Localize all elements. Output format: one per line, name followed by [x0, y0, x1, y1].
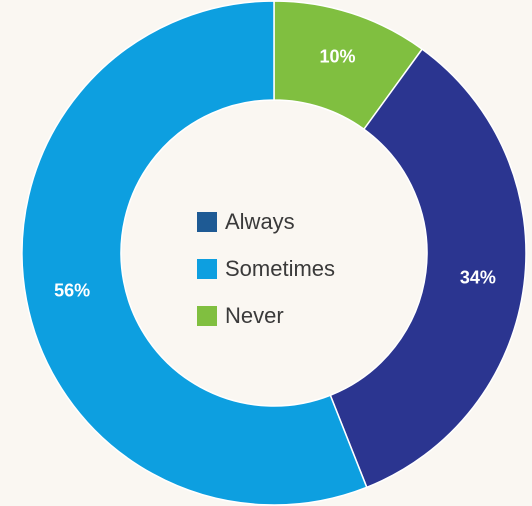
legend-swatch-never [197, 306, 217, 326]
slice-label-sometimes: 56% [54, 280, 90, 300]
legend-label-never: Never [225, 303, 284, 328]
donut-slice-sometimes [21, 0, 368, 506]
donut-slice-labels: 10% 34% 56% [54, 46, 496, 300]
legend-label-always: Always [225, 209, 295, 234]
slice-label-never: 10% [319, 46, 355, 66]
legend: Always Sometimes Never [197, 209, 335, 328]
donut-slices [21, 0, 527, 506]
slice-label-always: 34% [460, 268, 496, 288]
legend-swatch-always [197, 212, 217, 232]
legend-swatch-sometimes [197, 259, 217, 279]
legend-label-sometimes: Sometimes [225, 256, 335, 281]
donut-slice-always [329, 48, 527, 489]
